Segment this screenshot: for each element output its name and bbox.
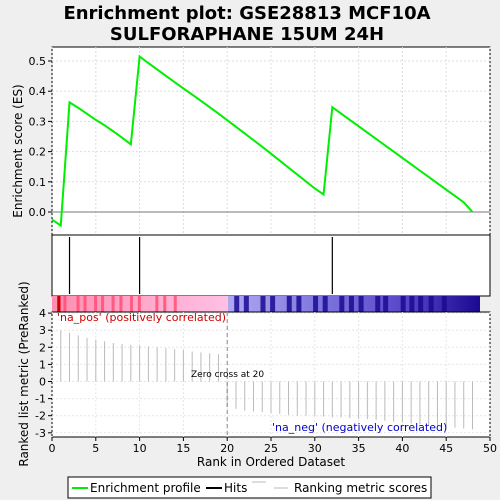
- legend-metric-label: Ranking metric scores: [294, 481, 427, 495]
- metric-x-tick-label: 45: [439, 442, 453, 455]
- metric-x-tick-label: 40: [395, 442, 409, 455]
- metric-y-axis-label: Ranked list metric (PreRanked): [17, 281, 31, 466]
- metric-x-tick-label: 35: [352, 442, 366, 455]
- band-stripe-neg: [383, 296, 389, 312]
- band-stripe-neg: [441, 296, 447, 312]
- band-stripe-pos: [129, 296, 133, 312]
- band-stripe-neg: [339, 296, 345, 312]
- es-y-axis-label: Enrichment score (ES): [11, 84, 25, 217]
- metric-x-axis-label: Rank in Ordered Dataset: [197, 455, 345, 469]
- es-y-tick-label: 0.1: [29, 176, 47, 189]
- es-y-tick-label: 0.2: [29, 146, 47, 159]
- metric-y-tick-label: 0: [39, 376, 46, 389]
- es-y-ticks: 0.0 0.1 0.2 0.3 0.4 0.5: [29, 55, 52, 219]
- band-stripe-pos: [163, 296, 167, 312]
- band-stripe-neg: [418, 296, 424, 312]
- metric-x-tick-label: 10: [133, 442, 147, 455]
- metric-y-tick-label: -2: [35, 410, 46, 423]
- es-y-tick-label: 0.5: [29, 55, 47, 68]
- zero-cross-annotation: Zero cross at 20: [191, 370, 264, 380]
- band-stripe-neg: [260, 296, 266, 312]
- metric-x-tick-label: 30: [308, 442, 322, 455]
- band-stripe-neg: [409, 296, 415, 312]
- legend-hits-label: Hits: [224, 481, 247, 495]
- metric-x-tick-label: 15: [176, 442, 190, 455]
- band-stripe-neg: [428, 296, 434, 312]
- band-stripe-pos: [137, 296, 141, 312]
- band-stripe-neg: [234, 296, 240, 312]
- metric-y-tick-label: 2: [39, 341, 46, 354]
- band-stripe-neg: [358, 296, 364, 312]
- metric-bars: [60, 330, 473, 430]
- band-stripe-pos: [111, 296, 115, 312]
- band-stripe-neg: [348, 296, 354, 312]
- es-y-tick-label: 0.4: [29, 85, 47, 98]
- band-stripe-pos: [63, 296, 67, 312]
- band-stripe-neg: [322, 296, 328, 312]
- chart-title-line-2: SULFORAPHANE 15UM 24H: [110, 24, 384, 45]
- rank-color-band: [52, 296, 480, 312]
- metric-x-tick-label: 25: [264, 442, 278, 455]
- band-stripe-pos: [57, 296, 61, 312]
- metric-y-tick-label: 1: [39, 358, 46, 371]
- band-stripes: [57, 296, 447, 312]
- hits-panel: [51, 234, 491, 297]
- metric-x-tick-label: 0: [49, 442, 56, 455]
- metric-x-ticks: 0 5 10 15 20 25 30 35 40 45 50: [49, 437, 497, 455]
- pos-annotation: 'na_pos' (positively correlated): [57, 311, 226, 324]
- metric-x-tick-label: 50: [483, 442, 497, 455]
- band-stripe-neg: [400, 296, 406, 312]
- metric-y-tick-label: 3: [39, 324, 46, 337]
- band-stripe-neg: [286, 296, 292, 312]
- enrichment-profile-line: [51, 54, 474, 228]
- legend-enrichment-label: Enrichment profile: [90, 481, 201, 495]
- metric-panel-frame: [51, 311, 491, 438]
- band-stripe-neg: [270, 296, 276, 312]
- band-stripe-neg: [296, 296, 302, 312]
- band-stripe-pos: [76, 296, 80, 312]
- es-panel: 0.0 0.1 0.2 0.3 0.4 0.5 Enrichment score (ES): [11, 46, 491, 236]
- band-stripe-pos: [155, 296, 159, 312]
- hit-markers: [68, 237, 333, 294]
- metric-y-tick-label: -3: [35, 427, 46, 440]
- band-stripe-neg: [313, 296, 319, 312]
- band-stripe-pos: [173, 296, 177, 312]
- band-stripe-pos: [94, 296, 98, 312]
- legend: Enrichment profile Hits Ranking metric s…: [67, 476, 432, 499]
- metric-y-tick-label: 4: [39, 307, 46, 320]
- legend-box: [67, 476, 432, 499]
- chart-title-line-1: Enrichment plot: GSE28813 MCF10A: [63, 3, 430, 24]
- band-stripe-pos: [101, 296, 105, 312]
- metric-x-tick-label: 20: [220, 442, 234, 455]
- band-stripe-pos: [83, 296, 87, 312]
- metric-y-ticks: -3 -2 -1 0 1 2 3 4: [35, 307, 52, 440]
- neg-annotation: 'na_neg' (negatively correlated): [272, 421, 447, 434]
- es-gridlines: [51, 47, 491, 235]
- metric-x-tick-label: 5: [92, 442, 99, 455]
- es-y-tick-label: 0.3: [29, 115, 47, 128]
- metric-panel: -3 -2 -1 0 1 2 3 4 0 5 10 15 20 25 30 35 40 45 50 'na_pos…: [17, 281, 497, 469]
- band-stripe-neg: [243, 296, 249, 312]
- band-stripe-pos: [119, 296, 123, 312]
- hits-panel-frame: [51, 234, 491, 297]
- es-y-tick-label: 0.0: [29, 206, 47, 219]
- band-stripe-neg: [375, 296, 381, 312]
- metric-y-tick-label: -1: [35, 393, 46, 406]
